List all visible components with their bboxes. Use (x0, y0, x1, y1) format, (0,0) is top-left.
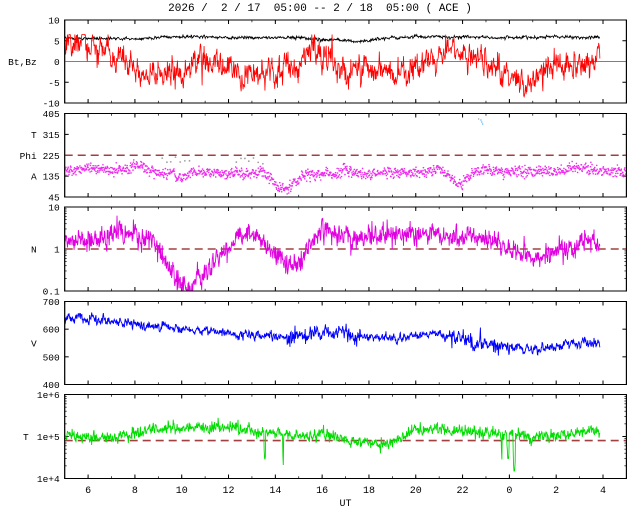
svg-text:0.1: 0.1 (43, 287, 60, 298)
svg-text:10: 10 (176, 486, 188, 497)
svg-text:135: 135 (43, 172, 60, 183)
svg-text:405: 405 (43, 109, 60, 120)
svg-text:6: 6 (85, 486, 91, 497)
svg-text:12: 12 (223, 486, 235, 497)
svg-text:T: T (31, 130, 37, 141)
svg-text:8: 8 (132, 486, 138, 497)
svg-text:N: N (31, 245, 37, 256)
svg-text:22: 22 (457, 486, 469, 497)
svg-text:2: 2 (553, 486, 559, 497)
svg-text:1: 1 (54, 245, 60, 256)
svg-text:Phi: Phi (20, 151, 37, 162)
svg-text:14: 14 (269, 486, 281, 497)
svg-text:UT: UT (340, 499, 352, 510)
svg-text:2026 / 2 / 17 05:00 -- 2 / 1: 2026 / 2 / 17 05:00 -- 2 / 18 05:00 ( AC… (168, 3, 472, 15)
svg-text:225: 225 (43, 151, 60, 162)
svg-text:1e+4: 1e+4 (37, 474, 60, 485)
svg-text:18: 18 (363, 486, 375, 497)
svg-text:1e+6: 1e+6 (37, 390, 60, 401)
svg-text:5: 5 (54, 36, 60, 47)
svg-text:315: 315 (43, 130, 60, 141)
svg-text:Bt,Bz: Bt,Bz (8, 57, 37, 68)
svg-text:A: A (31, 172, 37, 183)
svg-text:-5: -5 (48, 78, 60, 89)
svg-text:20: 20 (410, 486, 422, 497)
svg-text:T: T (23, 432, 29, 443)
svg-text:700: 700 (43, 297, 60, 308)
svg-text:4: 4 (600, 486, 606, 497)
svg-text:0: 0 (506, 486, 512, 497)
svg-text:600: 600 (43, 325, 60, 336)
svg-text:10: 10 (48, 203, 60, 214)
svg-text:0: 0 (54, 57, 60, 68)
svg-text:500: 500 (43, 352, 60, 363)
svg-text:-10: -10 (43, 99, 60, 110)
svg-text:V: V (31, 339, 37, 350)
svg-text:10: 10 (48, 16, 60, 27)
svg-text:16: 16 (316, 486, 328, 497)
svg-text:1e+5: 1e+5 (37, 432, 60, 443)
